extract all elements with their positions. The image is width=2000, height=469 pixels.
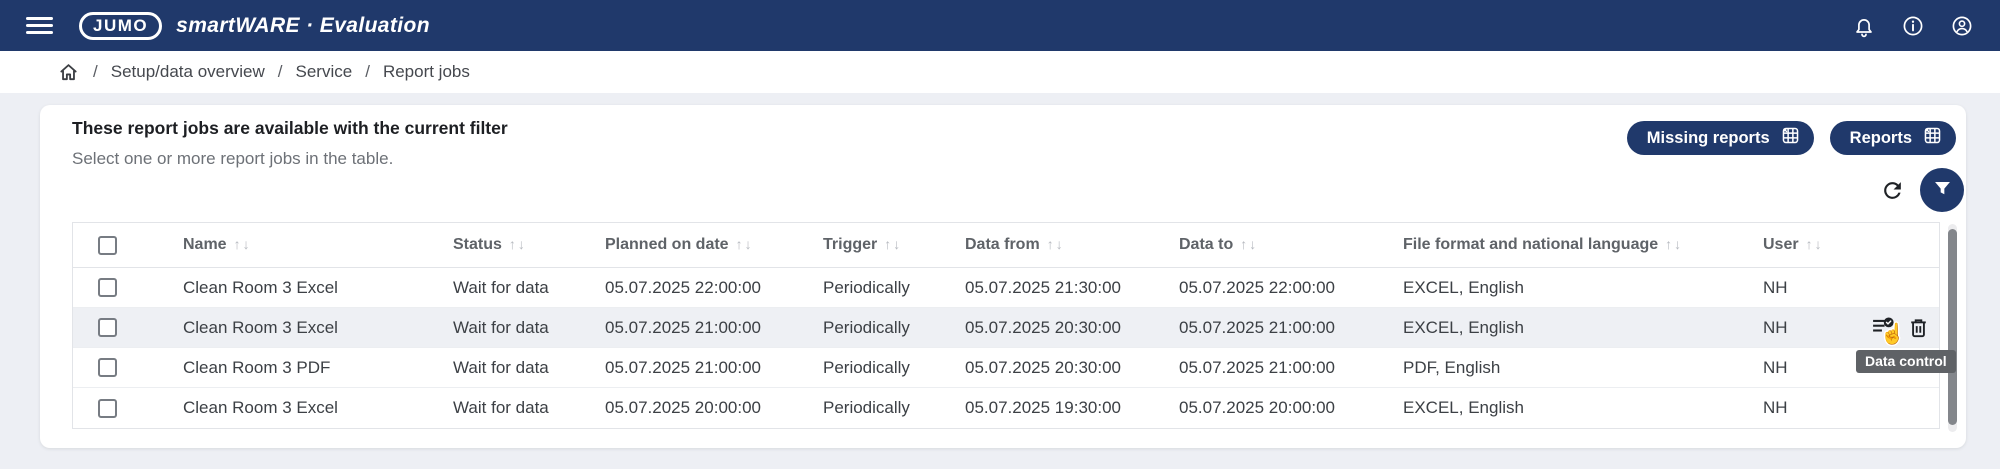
sort-arrows-icon[interactable]: ↑↓ xyxy=(233,236,252,252)
cell-user: NH xyxy=(1763,357,1788,377)
cell-file-format: PDF, English xyxy=(1403,357,1501,377)
panel-buttons: Missing reports Reports xyxy=(1626,121,1956,155)
breadcrumb: / Setup/data overview / Service / Report… xyxy=(0,51,2000,93)
cell-user: NH xyxy=(1763,398,1788,417)
filter-funnel-icon xyxy=(1932,178,1953,202)
column-header-trigger[interactable]: Trigger ↑↓ xyxy=(823,236,903,253)
cell-data-to: 05.07.2025 20:00:00 xyxy=(1179,398,1335,417)
missing-reports-button[interactable]: Missing reports xyxy=(1626,121,1814,155)
cell-planned-on-date: 05.07.2025 22:00:00 xyxy=(605,277,761,297)
cell-data-to: 05.07.2025 21:00:00 xyxy=(1179,357,1335,377)
cell-name: Clean Room 3 Excel xyxy=(183,317,338,337)
cell-file-format: EXCEL, English xyxy=(1403,277,1524,297)
jumo-logo-text: JUMO xyxy=(93,15,149,35)
menu-icon[interactable] xyxy=(26,16,53,35)
sort-arrows-icon[interactable]: ↑↓ xyxy=(735,236,754,252)
notifications-bell-icon[interactable] xyxy=(1852,14,1876,38)
sort-arrows-icon[interactable]: ↑↓ xyxy=(1805,236,1824,252)
cell-file-format: EXCEL, English xyxy=(1403,317,1524,337)
reports-button[interactable]: Reports xyxy=(1829,121,1956,155)
sort-arrows-icon[interactable]: ↑↓ xyxy=(1240,236,1259,252)
data-control-tooltip: Data control xyxy=(1856,350,1956,373)
top-navbar: JUMO smartWARE · Evaluation xyxy=(0,0,2000,51)
column-header-user[interactable]: User ↑↓ xyxy=(1763,236,1824,253)
breadcrumb-item-report-jobs[interactable]: Report jobs xyxy=(382,62,470,81)
report-jobs-panel: These report jobs are available with the… xyxy=(40,105,1966,448)
table-row[interactable]: Clean Room 3 PDF Wait for data 05.07.202… xyxy=(73,348,1939,388)
cell-data-from: 05.07.2025 20:30:00 xyxy=(965,317,1121,337)
refresh-icon[interactable] xyxy=(1880,178,1905,203)
cell-planned-on-date: 05.07.2025 21:00:00 xyxy=(605,317,761,337)
cell-data-to: 05.07.2025 22:00:00 xyxy=(1179,277,1335,297)
cell-trigger: Periodically xyxy=(823,277,910,297)
cell-status: Wait for data xyxy=(453,357,549,377)
breadcrumb-separator: / xyxy=(365,62,370,81)
cell-name: Clean Room 3 PDF xyxy=(183,357,331,377)
sort-arrows-icon[interactable]: ↑↓ xyxy=(508,236,527,252)
table-tools xyxy=(1880,168,1964,212)
app-title: smartWARE · Evaluation xyxy=(176,13,430,37)
report-jobs-table: Name ↑↓ Status ↑↓ Planned on date ↑↓ Trigge… xyxy=(72,222,1940,429)
column-header-planned-on-date[interactable]: Planned on date ↑↓ xyxy=(605,236,754,253)
cell-trigger: Periodically xyxy=(823,357,910,377)
data-control-icon[interactable]: ☝ xyxy=(1871,315,1905,344)
delete-trash-icon[interactable] xyxy=(1906,315,1931,340)
sort-arrows-icon[interactable]: ↑↓ xyxy=(884,236,903,252)
table-header-row: Name ↑↓ Status ↑↓ Planned on date ↑↓ Trigge… xyxy=(73,223,1939,268)
table-row-hovered[interactable]: Clean Room 3 Excel Wait for data 05.07.2… xyxy=(73,308,1939,348)
column-header-name[interactable]: Name ↑↓ xyxy=(183,236,252,253)
cell-name: Clean Room 3 Excel xyxy=(183,277,338,297)
info-icon[interactable] xyxy=(1901,14,1925,38)
breadcrumb-item-service[interactable]: Service xyxy=(295,62,353,81)
breadcrumb-item-setup-data-overview[interactable]: Setup/data overview xyxy=(110,62,265,81)
table-row[interactable]: Clean Room 3 Excel Wait for data 05.07.2… xyxy=(73,268,1939,308)
breadcrumb-separator: / xyxy=(93,62,98,81)
reports-button-label: Reports xyxy=(1849,128,1912,147)
cell-data-from: 05.07.2025 19:30:00 xyxy=(965,398,1121,417)
panel-title: These report jobs are available with the… xyxy=(72,118,508,138)
cell-trigger: Periodically xyxy=(823,398,910,417)
cell-data-from: 05.07.2025 21:30:00 xyxy=(965,277,1121,297)
cell-status: Wait for data xyxy=(453,277,549,297)
column-header-data-to[interactable]: Data to ↑↓ xyxy=(1179,236,1259,253)
cell-data-to: 05.07.2025 21:00:00 xyxy=(1179,317,1335,337)
cell-planned-on-date: 05.07.2025 21:00:00 xyxy=(605,357,761,377)
cell-status: Wait for data xyxy=(453,317,549,337)
row-checkbox[interactable] xyxy=(98,318,117,337)
row-checkbox[interactable] xyxy=(98,398,117,418)
table-scrollbar[interactable] xyxy=(1948,224,1957,432)
report-grid-icon xyxy=(1781,126,1800,150)
sort-arrows-icon[interactable]: ↑↓ xyxy=(1046,236,1065,252)
breadcrumb-separator: / xyxy=(277,62,283,81)
account-icon[interactable] xyxy=(1950,14,1974,38)
sort-arrows-icon[interactable]: ↑↓ xyxy=(1665,236,1684,252)
column-header-status[interactable]: Status ↑↓ xyxy=(453,236,527,253)
cell-file-format: EXCEL, English xyxy=(1403,398,1524,417)
table-row[interactable]: Clean Room 3 Excel Wait for data 05.07.2… xyxy=(73,388,1939,428)
report-grid-icon xyxy=(1923,126,1942,150)
cell-planned-on-date: 05.07.2025 20:00:00 xyxy=(605,398,761,417)
row-checkbox[interactable] xyxy=(98,278,117,297)
missing-reports-button-label: Missing reports xyxy=(1646,128,1770,147)
cell-data-from: 05.07.2025 20:30:00 xyxy=(965,357,1121,377)
jumo-logo: JUMO xyxy=(79,11,163,40)
row-actions: ☝ xyxy=(1871,315,1931,344)
column-header-file-format[interactable]: File format and national language ↑↓ xyxy=(1403,236,1684,253)
cell-status: Wait for data xyxy=(453,398,549,417)
cell-user: NH xyxy=(1763,277,1788,297)
cell-user: NH xyxy=(1763,317,1788,337)
cell-name: Clean Room 3 Excel xyxy=(183,398,338,417)
cell-trigger: Periodically xyxy=(823,317,910,337)
row-checkbox[interactable] xyxy=(98,358,117,377)
topbar-actions xyxy=(1852,14,1974,38)
panel-subtitle: Select one or more report jobs in the ta… xyxy=(72,149,394,168)
scrollbar-thumb[interactable] xyxy=(1948,229,1957,425)
home-icon[interactable] xyxy=(57,61,80,84)
filter-button[interactable] xyxy=(1920,168,1964,212)
column-header-data-from[interactable]: Data from ↑↓ xyxy=(965,236,1065,253)
select-all-checkbox[interactable] xyxy=(98,235,117,255)
